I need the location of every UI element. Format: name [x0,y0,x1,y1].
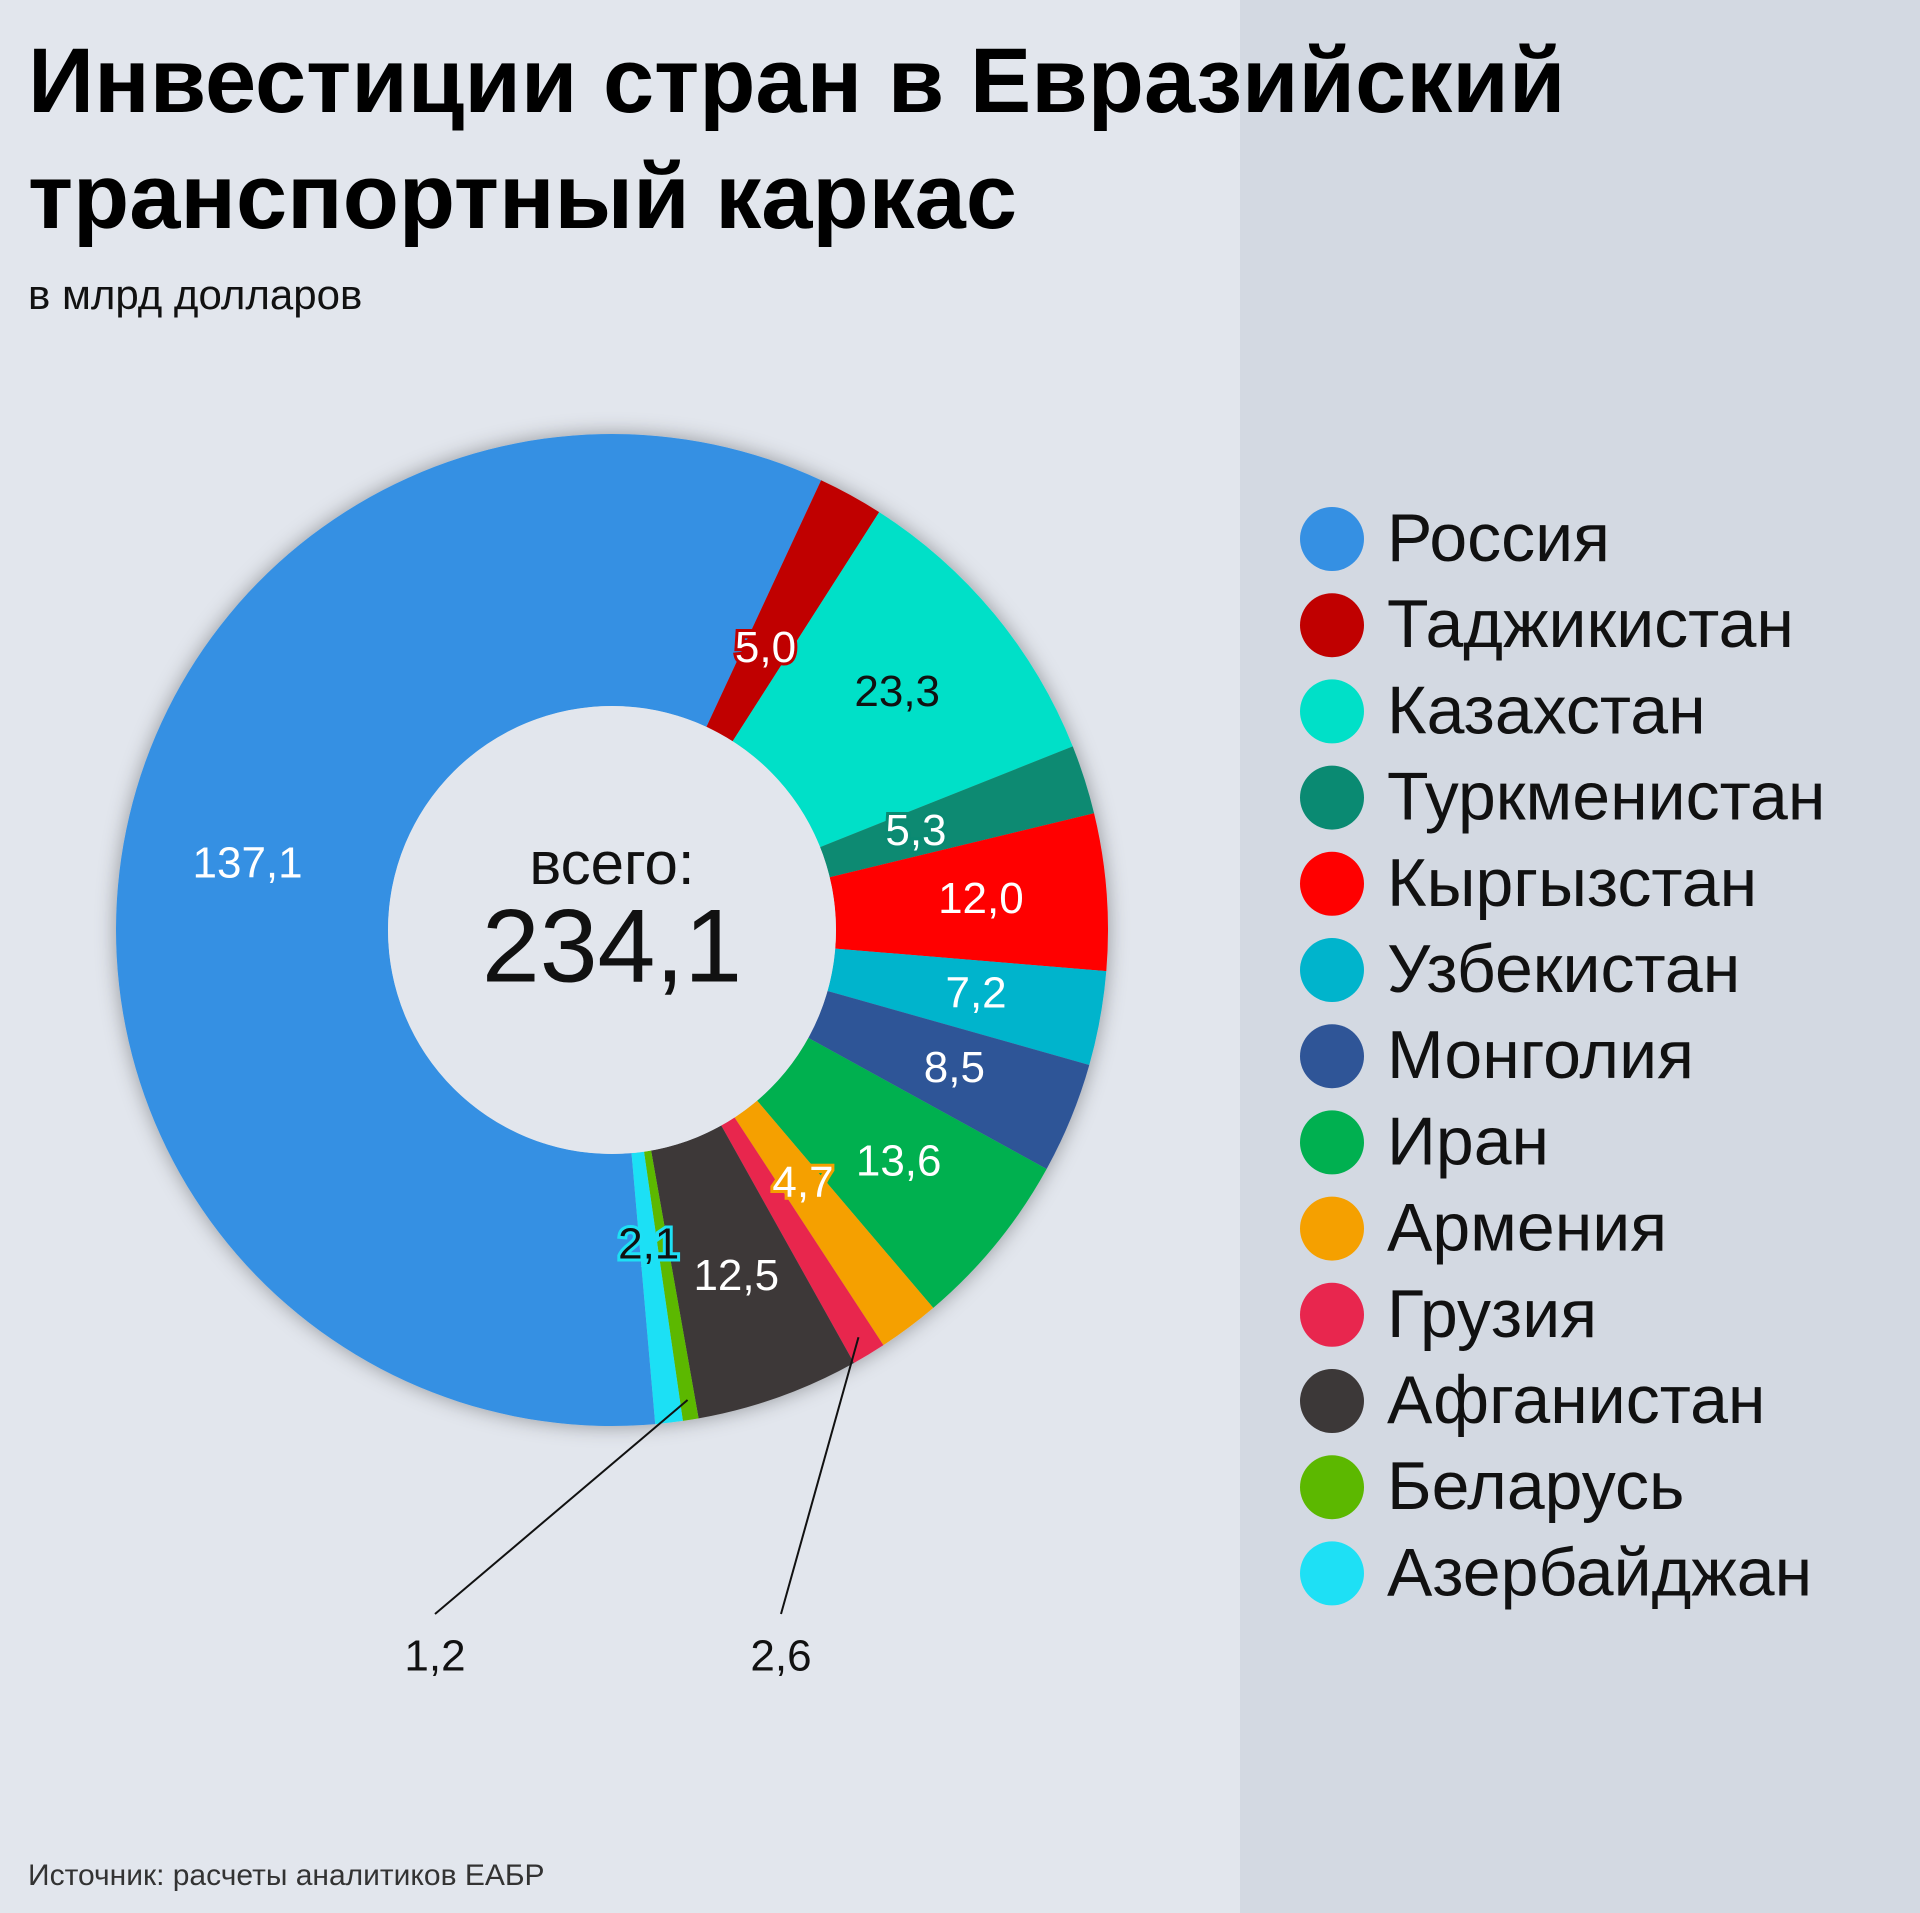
source: Источник: расчеты аналитиков ЕАБР [28,1859,545,1892]
donut-hole [388,706,836,1154]
data-label: 2,1 [618,1220,679,1269]
data-label: 8,5 [924,1043,985,1092]
legend-label: Грузия [1387,1276,1597,1352]
center-label: всего: [529,830,694,897]
data-label: 12,0 [938,874,1024,923]
legend-label: Афганистан [1387,1362,1765,1438]
donut-slice [829,813,1108,972]
chart-title: Инвестиции стран в Евразийский транспортн… [28,30,1565,248]
donut-slice [706,480,880,742]
data-label: 23,3 [854,667,940,716]
legend-marker [1300,679,1364,744]
legend-marker [1300,1369,1364,1433]
legend-label: Туркменистан [1387,759,1825,835]
donut-slice [115,434,822,1426]
legend-label: Беларусь [1387,1448,1684,1524]
legend-label: Кыргызстан [1387,845,1757,921]
donut-slice [827,948,1107,1065]
legend-label: Монголия [1387,1017,1694,1093]
chart-subtitle: в млрд долларов [28,271,362,318]
data-label: 4,7 [772,1158,833,1207]
data-label: 5,3 [885,806,946,855]
data-label: 2,6 [750,1632,811,1681]
legend-marker [1300,1110,1364,1175]
total-label: 234,1 [482,888,742,1004]
legend-label: Армения [1387,1190,1667,1266]
legend-marker [1300,593,1364,658]
legend-marker [1300,938,1364,1002]
legend-marker [1300,765,1364,830]
legend-marker [1300,1282,1364,1347]
donut-slice [820,746,1095,878]
data-label: 12,5 [693,1251,779,1300]
data-label: 7,2 [945,969,1006,1018]
legend-marker [1300,1455,1364,1520]
donut-slice [808,990,1090,1169]
data-label: 5,0 [735,623,796,672]
leader-line [434,1399,689,1615]
legend-marker [1300,851,1364,916]
data-label: 13,6 [856,1137,942,1186]
legend-marker [1300,1196,1364,1261]
donut-slice [734,1100,934,1346]
donut-slice [651,1125,854,1419]
donut-slice [631,1151,683,1425]
leader-line [780,1336,860,1615]
donut-slice [721,1117,884,1363]
legend-label: Казахстан [1387,672,1706,748]
legend-label: Россия [1387,500,1610,576]
legend-label: Азербайджан [1387,1534,1812,1610]
data-label: 137,1 [193,839,303,888]
donut-slice [644,1150,699,1421]
donut-slice [757,1037,1047,1308]
data-label: 1,2 [404,1632,465,1681]
legend-label: Иран [1387,1103,1549,1179]
legend-marker [1300,1024,1364,1089]
donut-slice [732,512,1073,848]
donut [115,434,1108,1426]
legend-label: Таджикистан [1387,586,1794,662]
legend-label: Узбекистан [1387,931,1740,1007]
legend-marker [1300,1541,1364,1606]
legend-marker [1300,507,1364,571]
overlay: 137,1 5,0 23,3 5,3 12,0 7,2 8,5 13,6 4,7 2,6 12,5 1… [193,620,1024,1681]
